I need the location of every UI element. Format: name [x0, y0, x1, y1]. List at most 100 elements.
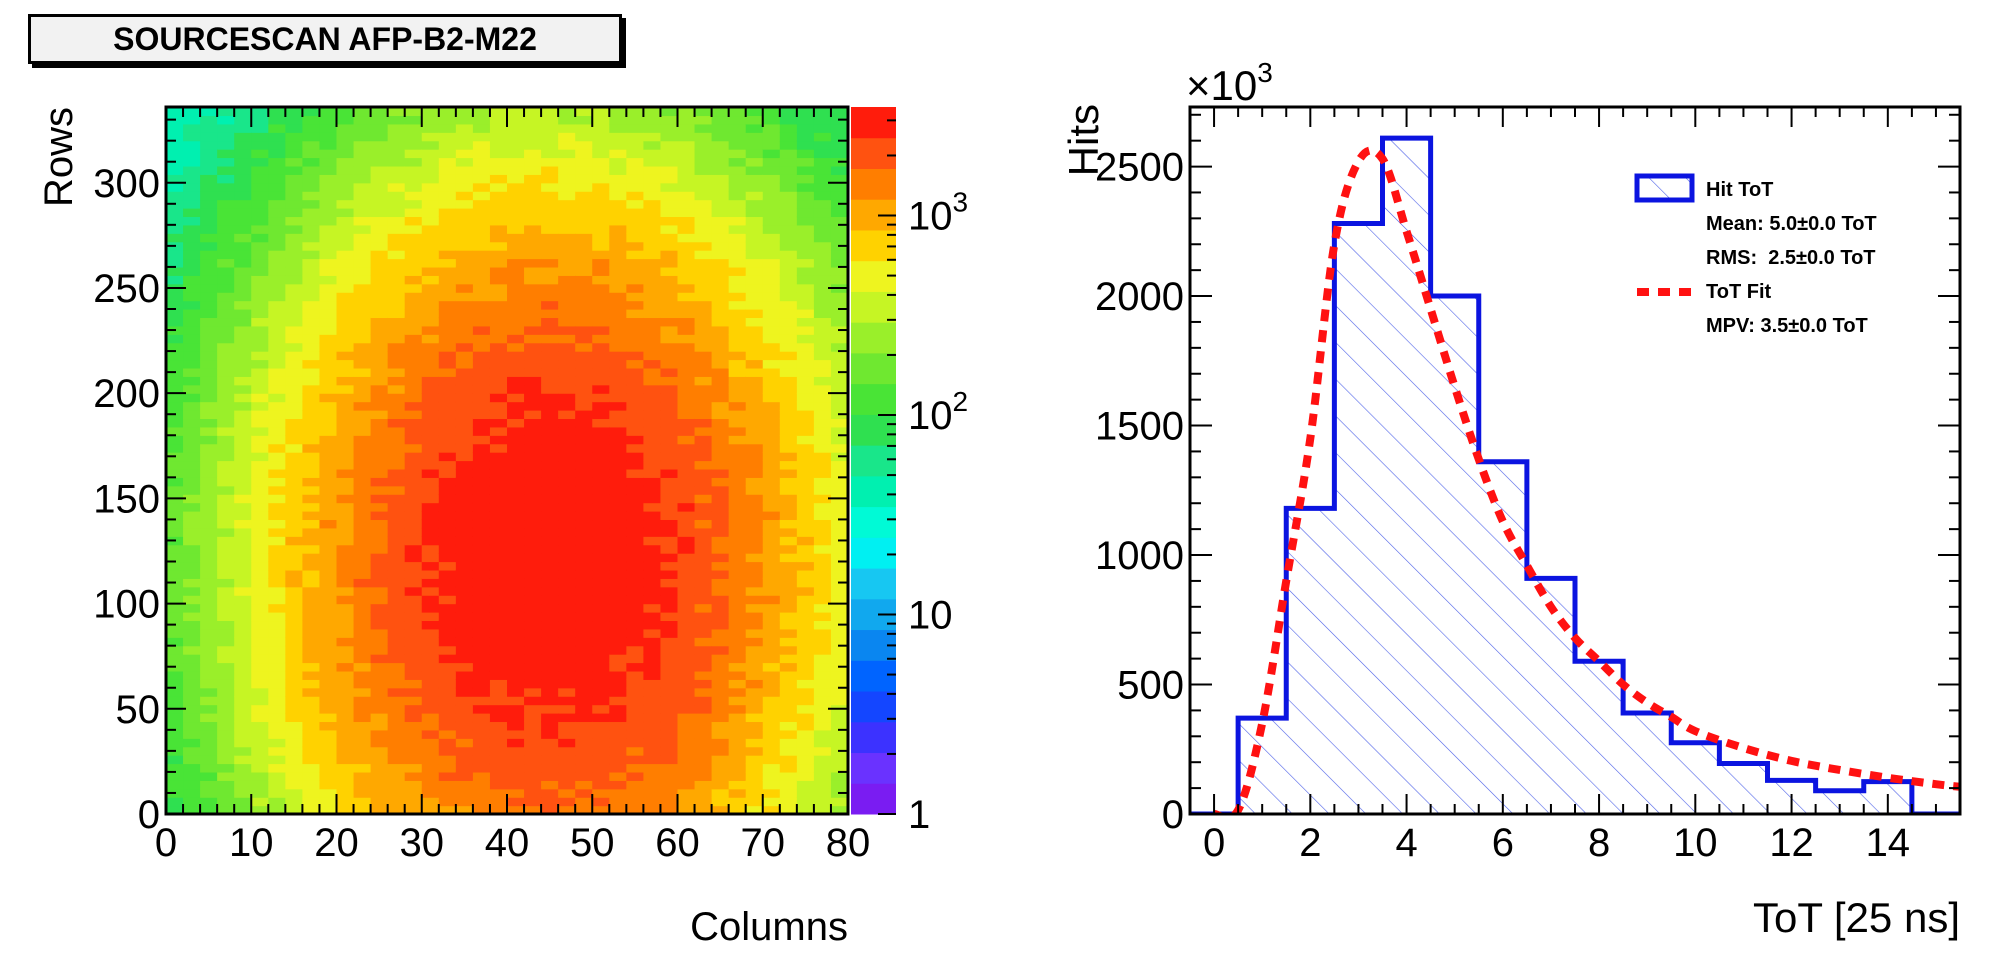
heatmap-cell — [643, 250, 662, 260]
heatmap-cell — [524, 746, 542, 756]
heatmap-cell — [302, 300, 321, 310]
heatmap-cell — [677, 654, 696, 664]
heatmap-cell — [353, 191, 372, 201]
heatmap-cell — [779, 199, 798, 209]
heatmap-cell — [438, 418, 457, 428]
heatmap-cell — [762, 224, 781, 234]
heatmap-cell — [745, 628, 764, 638]
heatmap-cell — [762, 763, 781, 773]
heatmap-cell — [336, 670, 355, 680]
colorbar-tick-label: 1 — [908, 793, 930, 837]
heatmap-cell — [319, 603, 338, 613]
heatmap-cell — [285, 460, 303, 470]
heatmap-cell — [524, 283, 542, 293]
heatmap-cell — [626, 586, 644, 596]
heatmap-cell — [524, 250, 542, 260]
heatmap-x-tick-label: 20 — [314, 821, 359, 865]
heatmap-cell — [489, 435, 508, 445]
heatmap-cell — [609, 275, 627, 285]
heatmap-cell — [489, 746, 508, 756]
heatmap-cell — [507, 309, 525, 319]
heatmap-cell — [302, 258, 321, 268]
heatmap-cell — [592, 300, 610, 310]
heatmap-cell — [507, 191, 525, 201]
heatmap-cell — [813, 250, 832, 260]
heatmap-cell — [592, 342, 610, 352]
heatmap-cell — [524, 182, 542, 192]
heatmap-cell — [404, 418, 423, 428]
heatmap-cell — [541, 292, 559, 302]
heatmap-cell — [609, 771, 627, 781]
heatmap-cell — [762, 771, 781, 781]
heatmap-cell — [234, 300, 252, 310]
histogram-y-tick-label: 1000 — [1095, 534, 1184, 578]
heatmap-cell — [370, 342, 389, 352]
heatmap-cell — [234, 115, 252, 125]
heatmap-cell — [166, 612, 184, 622]
heatmap-cell — [217, 713, 235, 723]
heatmap-cell — [285, 334, 303, 344]
heatmap-cell — [217, 149, 235, 159]
heatmap-cell — [694, 250, 713, 260]
heatmap-cell — [745, 224, 764, 234]
heatmap-cell — [319, 696, 338, 706]
heatmap-cell — [353, 182, 372, 192]
heatmap-cell — [507, 115, 525, 125]
heatmap-cell — [609, 426, 627, 436]
heatmap-cell — [677, 797, 696, 807]
heatmap-cell — [524, 679, 542, 689]
heatmap-cell — [285, 511, 303, 521]
heatmap-cell — [507, 519, 525, 529]
heatmap-cell — [558, 410, 576, 420]
heatmap-cell — [285, 401, 303, 411]
heatmap-cell — [762, 460, 781, 470]
heatmap-cell — [489, 485, 508, 495]
heatmap-cell — [234, 738, 252, 748]
heatmap-cell — [558, 628, 576, 638]
heatmap-cell — [183, 435, 201, 445]
heatmap-cell — [489, 645, 508, 655]
heatmap-cell — [745, 208, 764, 218]
heatmap-cell — [643, 721, 662, 731]
heatmap-cell — [779, 721, 798, 731]
heatmap-cell — [592, 670, 610, 680]
heatmap-cell — [438, 544, 457, 554]
heatmap-cell — [575, 536, 593, 546]
heatmap-cell — [524, 662, 542, 672]
heatmap-cell — [472, 250, 491, 260]
heatmap-cell — [779, 115, 798, 125]
heatmap-cell — [455, 645, 474, 655]
heatmap-cell — [609, 670, 627, 680]
heatmap-cell — [217, 216, 235, 226]
heatmap-cell — [302, 788, 321, 798]
heatmap-cell — [643, 401, 662, 411]
heatmap-cell — [711, 334, 730, 344]
heatmap-cell — [813, 435, 832, 445]
heatmap-cell — [268, 746, 286, 756]
heatmap-cell — [660, 165, 679, 175]
heatmap-cell — [421, 418, 440, 428]
heatmap-cell — [609, 435, 627, 445]
heatmap-cell — [796, 662, 815, 672]
heatmap-cell — [677, 241, 696, 251]
heatmap-cell — [319, 536, 338, 546]
heatmap-cell — [166, 654, 184, 664]
heatmap-cell — [251, 258, 269, 268]
heatmap-cell — [575, 292, 593, 302]
heatmap-cell — [813, 157, 832, 167]
heatmap-cell — [745, 805, 764, 814]
heatmap-cell — [830, 612, 848, 622]
heatmap-cell — [609, 654, 627, 664]
heatmap-cell — [353, 452, 372, 462]
heatmap-cell — [370, 721, 389, 731]
heatmap-cell — [370, 485, 389, 495]
heatmap-cell — [200, 569, 218, 579]
heatmap-cell — [319, 519, 338, 529]
heatmap-cell — [745, 662, 764, 672]
heatmap-cell — [558, 300, 576, 310]
heatmap-cell — [813, 662, 832, 672]
heatmap-cell — [251, 359, 269, 369]
heatmap-cell — [217, 401, 235, 411]
heatmap-cell — [643, 283, 662, 293]
heatmap-cell — [285, 182, 303, 192]
